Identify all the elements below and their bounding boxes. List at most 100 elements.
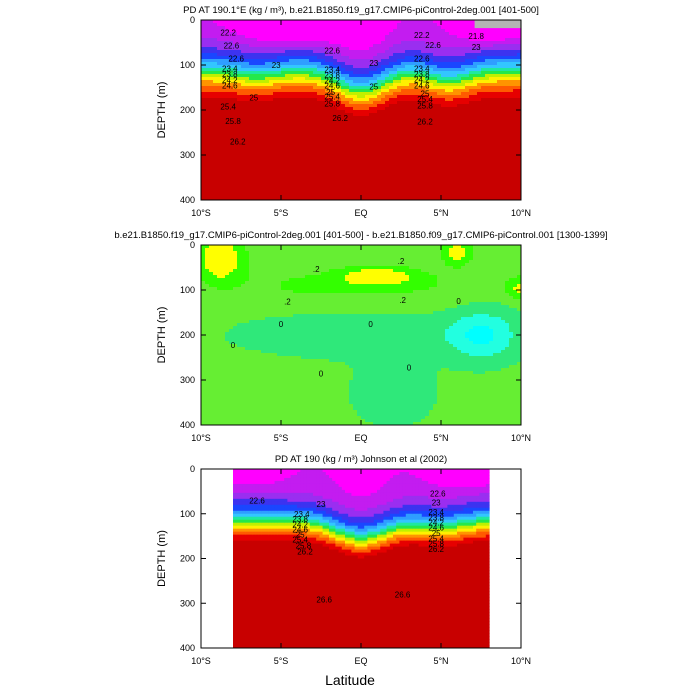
contour-cell: [481, 44, 486, 48]
contour-cell: [493, 113, 498, 117]
contour-cell: [385, 50, 390, 54]
contour-cell: [205, 356, 210, 360]
contour-cell: [225, 53, 230, 57]
contour-cell: [517, 95, 521, 99]
contour-cell: [369, 41, 374, 45]
contour-cell: [497, 149, 502, 153]
contour-cell: [465, 65, 470, 69]
contour-cell: [249, 119, 254, 123]
contour-cell: [365, 35, 370, 39]
contour-cell: [497, 53, 502, 57]
contour-cell: [309, 95, 314, 99]
contour-cell: [229, 128, 234, 132]
contour-cell: [357, 53, 362, 57]
contour-cell: [257, 137, 262, 141]
contour-cell: [385, 80, 390, 84]
contour-cell: [365, 107, 370, 111]
contour-cell: [365, 71, 370, 75]
contour-cell: [489, 89, 494, 93]
contour-cell: [365, 47, 370, 51]
contour-cell: [341, 191, 346, 195]
contour-cell: [317, 182, 322, 186]
contour-cell: [281, 164, 286, 168]
contour-cell: [377, 197, 382, 200]
contour-cell: [381, 62, 386, 66]
contour-cell: [333, 134, 338, 138]
contour-cell: [413, 74, 418, 78]
contour-cell: [265, 74, 270, 78]
contour-cell: [201, 173, 206, 177]
contour-cell: [401, 179, 406, 183]
contour-cell: [465, 134, 470, 138]
contour-cell: [289, 185, 294, 189]
contour-cell: [437, 161, 442, 165]
contour-cell: [425, 89, 430, 93]
contour-cell: [317, 164, 322, 168]
contour-cell: [329, 191, 334, 195]
contour-cell: [241, 38, 246, 42]
contour-cell: [405, 170, 410, 174]
contour-cell: [245, 47, 250, 51]
contour-cell: [345, 92, 350, 96]
contour-cell: [329, 53, 334, 57]
contour-cell: [309, 53, 314, 57]
contour-cell: [297, 116, 302, 120]
contour-cell: [301, 41, 306, 45]
contour-cell: [277, 161, 282, 165]
contour-cell: [473, 65, 478, 69]
contour-cell: [257, 62, 262, 66]
contour-cell: [405, 158, 410, 162]
contour-cell: [457, 170, 462, 174]
contour-cell: [205, 128, 210, 132]
contour-cell: [245, 155, 250, 159]
contour-cell: [469, 74, 474, 78]
contour-cell: [317, 95, 322, 99]
contour-cell: [493, 152, 498, 156]
contour-cell: [489, 176, 494, 180]
contour-cell: [325, 44, 330, 48]
contour-cell: [345, 164, 350, 168]
contour-cell: [453, 83, 458, 87]
contour-cell: [317, 155, 322, 159]
contour-cell: [489, 77, 494, 81]
contour-cell: [285, 176, 290, 180]
contour-cell: [301, 137, 306, 141]
contour-cell: [201, 407, 206, 411]
contour-cell: [357, 56, 362, 60]
contour-cell: [321, 158, 326, 162]
contour-cell: [497, 125, 502, 129]
contour-cell: [357, 194, 362, 198]
contour-cell: [365, 164, 370, 168]
contour-cell: [297, 104, 302, 108]
contour-cell: [389, 92, 394, 96]
contour-cell: [333, 176, 338, 180]
contour-cell: [269, 20, 274, 24]
contour-cell: [497, 173, 502, 177]
contour-cell: [365, 95, 370, 99]
contour-cell: [413, 191, 418, 195]
contour-cell: [233, 101, 238, 105]
contour-cell: [205, 293, 210, 297]
contour-cell: [321, 137, 326, 141]
contour-cell: [333, 197, 338, 200]
contour-cell: [401, 110, 406, 114]
contour-cell: [381, 167, 386, 171]
contour-cell: [205, 143, 210, 147]
contour-cell: [429, 188, 434, 192]
contour-cell: [241, 161, 246, 165]
contour-cell: [457, 32, 462, 36]
contour-cell: [389, 116, 394, 120]
contour-cell: [261, 182, 266, 186]
contour-cell: [237, 155, 242, 159]
contour-cell: [201, 188, 206, 192]
contour-cell: [437, 59, 442, 63]
contour-cell: [441, 179, 446, 183]
contour-cell: [237, 152, 242, 156]
contour-cell: [305, 143, 310, 147]
contour-cell: [501, 176, 506, 180]
contour-cell: [289, 95, 294, 99]
contour-cell: [201, 47, 206, 51]
contour-cell: [205, 251, 210, 255]
contour-label: 25: [369, 83, 378, 92]
contour-cell: [257, 140, 262, 144]
